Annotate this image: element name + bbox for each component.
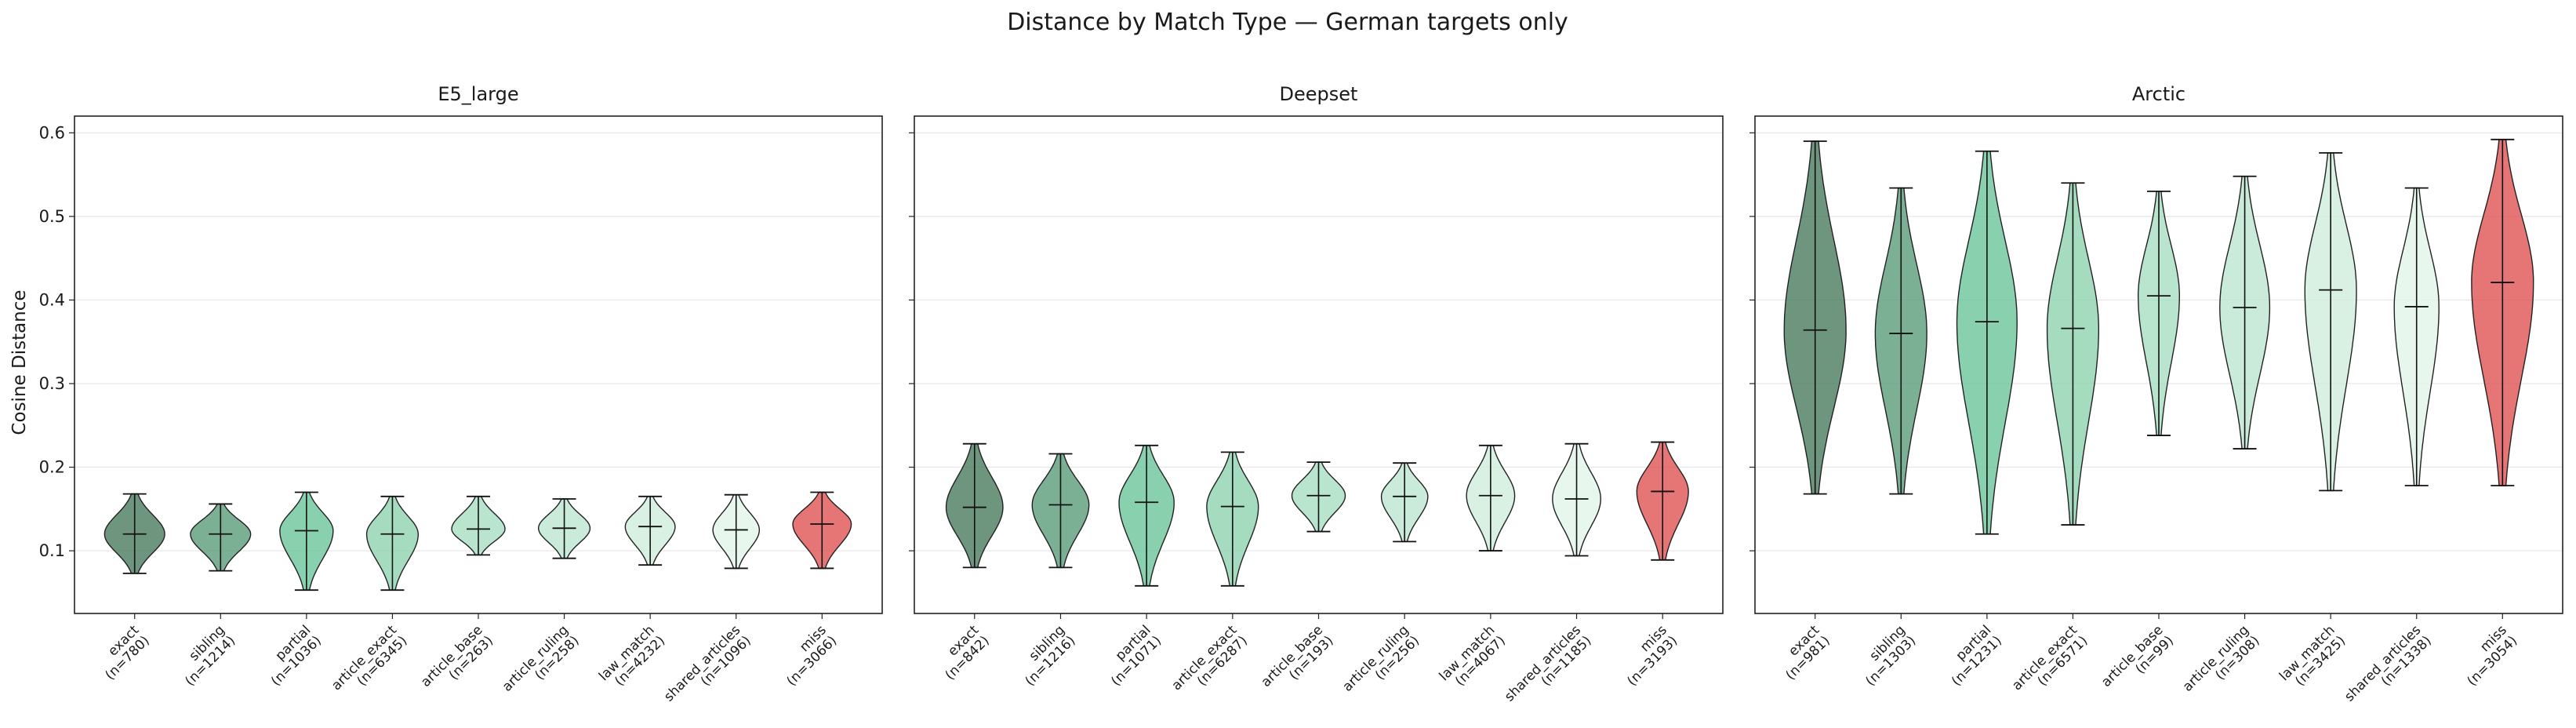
y-tick-label: 0.4 [39, 290, 65, 309]
y-tick-label: 0.2 [39, 458, 65, 477]
violin-exact [945, 442, 1004, 569]
violin-article-ruling [1380, 462, 1429, 543]
violin-law-match [1466, 444, 1516, 551]
violin-partial [1118, 444, 1175, 587]
violin-shared-articles [712, 493, 760, 570]
figure-title: Distance by Match Type — German targets … [1007, 9, 1568, 36]
x-tick-label: miss(n=3193) [1614, 622, 1680, 689]
violin-article-exact [1206, 451, 1259, 587]
x-tick-label: sibling(n=1303) [1852, 622, 1919, 689]
y-axis-label: Cosine Distance [9, 289, 30, 435]
x-tick-label: partial(n=1071) [1098, 622, 1164, 689]
x-tick-label: law_match(n=3425) [2276, 622, 2349, 694]
x-tick-label: sibling(n=1214) [172, 622, 238, 689]
violin-law-match [2304, 151, 2357, 492]
violin-partial [279, 491, 334, 592]
y-tick-label: 0.1 [39, 541, 65, 560]
y-tick-label: 0.5 [39, 207, 65, 226]
x-tick-label: shared_articles(n=1096) [661, 622, 754, 715]
violin-exact [1783, 140, 1847, 495]
x-tick-label: article_exact(n=6345) [329, 622, 411, 704]
violin-article-ruling [2219, 175, 2271, 450]
x-tick-label: miss(n=3066) [773, 622, 840, 689]
x-tick-label: article_base(n=193) [1259, 622, 1337, 701]
y-tick-label: 0.6 [39, 123, 65, 142]
x-tick-label: miss(n=3054) [2454, 622, 2520, 689]
violin-article-base [451, 495, 506, 556]
x-tick-label: article_exact(n=6571) [2009, 622, 2091, 704]
panel-arctic: Arctic exact(n=981) sibling(n=1303) partial… [1749, 83, 2563, 715]
violin-exact [104, 493, 165, 574]
x-tick-label: shared_articles(n=1185) [1502, 622, 1595, 715]
y-tick-label: 0.3 [39, 374, 65, 393]
violin-sibling [1031, 453, 1090, 569]
x-tick-label: article_base(n=99) [2098, 622, 2177, 701]
panel-title: Arctic [2132, 83, 2185, 105]
x-tick-label: partial(n=1036) [258, 622, 325, 689]
violin-miss [792, 491, 852, 570]
violin-shared-articles [1552, 442, 1601, 557]
panel-title: Deepset [1280, 83, 1358, 105]
violin-article-base [2137, 190, 2181, 436]
x-tick-label: article_base(n=263) [418, 622, 496, 701]
panels: E5_large 0.1 0.2 0.3 0.4 0.5 0.6 exact(n=780) si… [39, 83, 2563, 715]
violin-article-base [1291, 461, 1346, 533]
x-tick-label: article_ruling(n=258) [500, 622, 583, 705]
violin-article-exact [2046, 182, 2100, 526]
plot-frame [1754, 115, 2563, 614]
panel-e5_large: E5_large 0.1 0.2 0.3 0.4 0.5 0.6 exact(n=780) si… [39, 83, 883, 715]
violin-article-exact [365, 495, 419, 592]
panel-deepset: Deepset exact(n=842) sibling(n=1216) partia… [909, 83, 1724, 715]
x-tick-label: article_ruling(n=256) [1339, 622, 1422, 705]
x-tick-label: partial(n=1231) [1938, 622, 2005, 689]
violin-sibling [1874, 187, 1927, 495]
violin-miss [1636, 441, 1689, 561]
x-tick-label: sibling(n=1216) [1012, 622, 1078, 689]
violin-shared-articles [2393, 187, 2440, 486]
violin-law-match [624, 495, 676, 566]
x-tick-label: law_match(n=4067) [1437, 622, 1509, 694]
x-tick-label: shared_articles(n=1338) [2342, 622, 2435, 715]
violin-miss [2471, 138, 2534, 486]
x-tick-label: article_exact(n=6287) [1169, 622, 1252, 704]
x-tick-label: exact(n=780) [92, 622, 153, 683]
plot-frame [74, 115, 883, 614]
violin-partial [1956, 150, 2018, 535]
violin-article-ruling [538, 498, 591, 559]
x-tick-label: exact(n=842) [932, 622, 993, 683]
panel-title: E5_large [438, 83, 518, 105]
violin-sibling [190, 503, 252, 572]
x-tick-label: article_ruling(n=308) [2180, 622, 2263, 705]
plot-frame [914, 115, 1724, 614]
x-tick-label: law_match(n=4232) [596, 622, 668, 694]
x-tick-label: exact(n=981) [1772, 622, 1833, 683]
